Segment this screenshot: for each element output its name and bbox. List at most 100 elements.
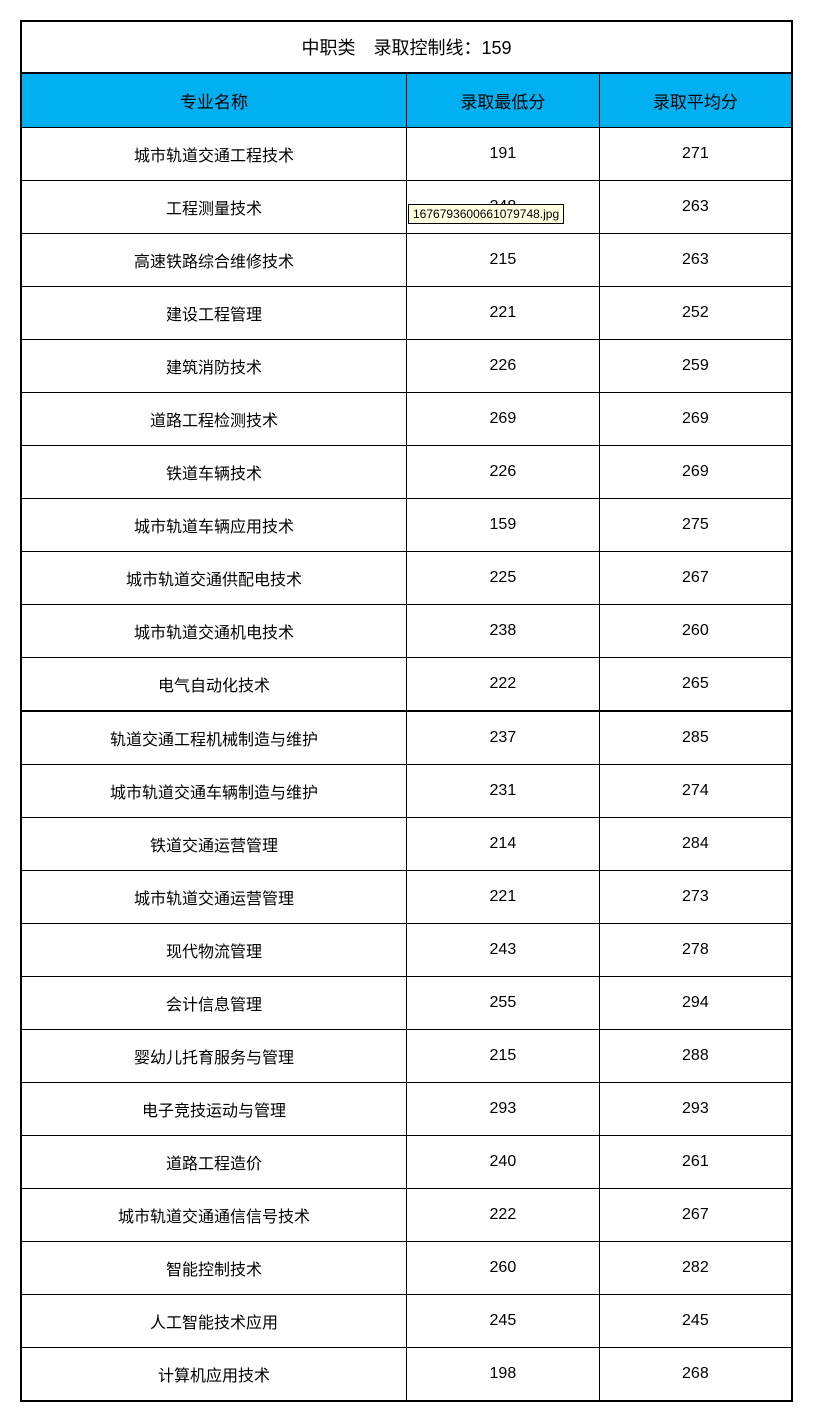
cell-min-score: 293 [407, 1083, 600, 1136]
table-row: 会计信息管理255294 [21, 977, 792, 1030]
cell-major-name: 建筑消防技术 [21, 340, 407, 393]
cell-major-name: 轨道交通工程机械制造与维护 [21, 711, 407, 765]
cell-min-score: 226 [407, 340, 600, 393]
table-row: 人工智能技术应用245245 [21, 1295, 792, 1348]
table-row: 城市轨道交通运营管理221273 [21, 871, 792, 924]
table-row: 高速铁路综合维修技术215263 [21, 234, 792, 287]
table-row: 城市轨道交通车辆制造与维护231274 [21, 765, 792, 818]
table-row: 智能控制技术260282 [21, 1242, 792, 1295]
cell-min-score: 255 [407, 977, 600, 1030]
cell-avg-score: 245 [599, 1295, 792, 1348]
cell-major-name: 城市轨道交通机电技术 [21, 605, 407, 658]
cell-avg-score: 267 [599, 552, 792, 605]
table-row: 铁道交通运营管理214284 [21, 818, 792, 871]
cell-min-score: 226 [407, 446, 600, 499]
cell-min-score: 238 [407, 605, 600, 658]
admission-table-container: 中职类 录取控制线：159 专业名称 录取最低分 录取平均分 城市轨道交通工程技… [20, 20, 793, 1402]
table-row: 建设工程管理221252 [21, 287, 792, 340]
cell-avg-score: 285 [599, 711, 792, 765]
cell-min-score: 221 [407, 871, 600, 924]
table-row: 电气自动化技术222265 [21, 658, 792, 712]
cell-major-name: 城市轨道交通工程技术 [21, 128, 407, 181]
cell-major-name: 电气自动化技术 [21, 658, 407, 712]
cell-min-score: 225 [407, 552, 600, 605]
cell-major-name: 高速铁路综合维修技术 [21, 234, 407, 287]
cell-avg-score: 252 [599, 287, 792, 340]
cell-avg-score: 273 [599, 871, 792, 924]
cell-major-name: 城市轨道交通车辆制造与维护 [21, 765, 407, 818]
cell-min-score: 240 [407, 1136, 600, 1189]
cell-major-name: 城市轨道车辆应用技术 [21, 499, 407, 552]
cell-avg-score: 288 [599, 1030, 792, 1083]
cell-min-score: 269 [407, 393, 600, 446]
cell-avg-score: 263 [599, 234, 792, 287]
cell-avg-score: 278 [599, 924, 792, 977]
table-title-row: 中职类 录取控制线：159 [21, 21, 792, 73]
table-row: 城市轨道交通供配电技术225267 [21, 552, 792, 605]
table-row: 铁道车辆技术226269 [21, 446, 792, 499]
cell-min-score: 214 [407, 818, 600, 871]
cell-major-name: 现代物流管理 [21, 924, 407, 977]
cell-major-name: 城市轨道交通供配电技术 [21, 552, 407, 605]
cell-avg-score: 268 [599, 1348, 792, 1402]
table-row: 婴幼儿托育服务与管理215288 [21, 1030, 792, 1083]
cell-major-name: 道路工程造价 [21, 1136, 407, 1189]
header-avg-score: 录取平均分 [599, 73, 792, 128]
cell-major-name: 会计信息管理 [21, 977, 407, 1030]
cell-avg-score: 271 [599, 128, 792, 181]
cell-avg-score: 293 [599, 1083, 792, 1136]
cell-min-score: 222 [407, 658, 600, 712]
cell-major-name: 计算机应用技术 [21, 1348, 407, 1402]
cell-major-name: 工程测量技术 [21, 181, 407, 234]
table-row: 城市轨道车辆应用技术159275 [21, 499, 792, 552]
cell-major-name: 城市轨道交通运营管理 [21, 871, 407, 924]
cell-major-name: 城市轨道交通通信信号技术 [21, 1189, 407, 1242]
cell-min-score: 159 [407, 499, 600, 552]
table-row: 城市轨道交通工程技术191271 [21, 128, 792, 181]
table-row: 城市轨道交通通信信号技术222267 [21, 1189, 792, 1242]
cell-avg-score: 260 [599, 605, 792, 658]
cell-min-score: 221 [407, 287, 600, 340]
cell-min-score: 260 [407, 1242, 600, 1295]
cell-major-name: 铁道交通运营管理 [21, 818, 407, 871]
cell-major-name: 建设工程管理 [21, 287, 407, 340]
table-row: 现代物流管理243278 [21, 924, 792, 977]
cell-min-score: 191 [407, 128, 600, 181]
cell-avg-score: 284 [599, 818, 792, 871]
cell-major-name: 电子竞技运动与管理 [21, 1083, 407, 1136]
cell-major-name: 人工智能技术应用 [21, 1295, 407, 1348]
cell-major-name: 婴幼儿托育服务与管理 [21, 1030, 407, 1083]
table-body: 城市轨道交通工程技术191271工程测量技术248263高速铁路综合维修技术21… [21, 128, 792, 1402]
cell-avg-score: 269 [599, 393, 792, 446]
table-row: 建筑消防技术226259 [21, 340, 792, 393]
table-row: 道路工程造价240261 [21, 1136, 792, 1189]
cell-avg-score: 265 [599, 658, 792, 712]
cell-min-score: 215 [407, 234, 600, 287]
header-major-name: 专业名称 [21, 73, 407, 128]
cell-major-name: 智能控制技术 [21, 1242, 407, 1295]
table-header-row: 专业名称 录取最低分 录取平均分 [21, 73, 792, 128]
table-row: 轨道交通工程机械制造与维护237285 [21, 711, 792, 765]
cell-min-score: 237 [407, 711, 600, 765]
cell-avg-score: 267 [599, 1189, 792, 1242]
table-row: 电子竞技运动与管理293293 [21, 1083, 792, 1136]
table-row: 道路工程检测技术269269 [21, 393, 792, 446]
cell-min-score: 245 [407, 1295, 600, 1348]
cell-avg-score: 274 [599, 765, 792, 818]
cell-avg-score: 269 [599, 446, 792, 499]
cell-avg-score: 294 [599, 977, 792, 1030]
table-row: 计算机应用技术198268 [21, 1348, 792, 1402]
cell-avg-score: 259 [599, 340, 792, 393]
cell-major-name: 铁道车辆技术 [21, 446, 407, 499]
admission-table: 中职类 录取控制线：159 专业名称 录取最低分 录取平均分 城市轨道交通工程技… [20, 20, 793, 1402]
cell-min-score: 222 [407, 1189, 600, 1242]
cell-major-name: 道路工程检测技术 [21, 393, 407, 446]
cell-avg-score: 261 [599, 1136, 792, 1189]
image-tooltip: 1676793600661079748.jpg [408, 204, 564, 224]
cell-min-score: 198 [407, 1348, 600, 1402]
cell-min-score: 231 [407, 765, 600, 818]
table-row: 城市轨道交通机电技术238260 [21, 605, 792, 658]
header-min-score: 录取最低分 [407, 73, 600, 128]
table-row: 工程测量技术248263 [21, 181, 792, 234]
cell-avg-score: 263 [599, 181, 792, 234]
